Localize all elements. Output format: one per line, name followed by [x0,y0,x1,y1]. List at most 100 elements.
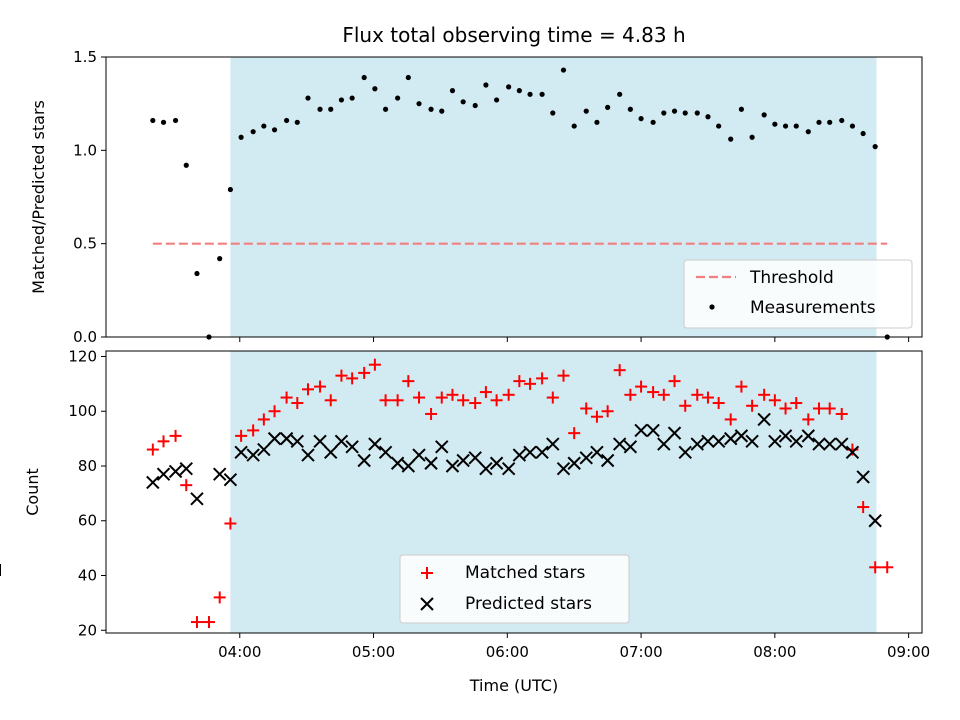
x-axis-label: Time (UTC) [469,676,558,695]
bottom-y-tick-label: 100 [68,402,97,420]
predicted-star-point [168,464,183,479]
predicted-star-point [845,445,860,460]
measurement-point [372,86,378,92]
top-y-tick-label: 0.5 [73,235,97,253]
measurement-point [749,134,755,140]
chart-title: Flux total observing time = 4.83 h [342,23,685,47]
matched-star-point [379,394,392,407]
measurement-point [328,106,334,112]
measurement-point [761,112,767,118]
top-y-tick-label: 1.5 [73,48,97,66]
measurement-point [638,116,644,122]
matched-star-point [536,372,549,385]
matched-star-point [402,375,415,388]
predicted-star-point [257,442,271,457]
bottom-panel: 20 40 60 80 100 120 04:00 05:00 06:00 07:00 08:00 0… [0,347,930,695]
predicted-star-point [424,456,438,470]
legend-matched-swatch [421,567,433,579]
top-y-tick-label: 0.0 [73,328,97,346]
matched-star-point [624,388,637,401]
matched-star-point [635,380,648,393]
measurement-point [283,117,290,124]
matched-star-point [524,377,537,390]
matched-star-point [280,391,293,404]
predicted-star-point [612,437,627,451]
predicted-star-point [590,445,604,460]
bottom-y-tick-label: 80 [78,457,97,475]
measurement-point [160,119,167,125]
measurement-point [338,97,345,103]
predicted-star-point [556,462,571,476]
matched-star-point [213,591,226,604]
predicted-star-point [357,453,371,468]
measurement-point [183,162,189,168]
matched-star-point [324,394,337,407]
predicted-star-point [190,492,204,506]
predicted-star-point [301,448,315,462]
predicted-star-point [634,423,648,438]
matched-star-point [479,386,492,399]
measurement-point [661,110,667,116]
predicted-star-point [623,440,638,454]
predicted-star-point [812,437,826,451]
matched-star-point [701,391,714,404]
x-tick-label: 04:00 [218,643,261,661]
matched-star-point [490,394,503,407]
bottom-legend: Matched stars Predicted stars [399,554,630,624]
matched-star-point [812,402,825,415]
measurement-point [805,129,811,135]
measurement-point [271,127,278,133]
x-tick-label: 05:00 [352,643,395,661]
measurement-point [516,88,522,94]
matched-star-point [724,413,737,426]
predicted-star-point [479,462,493,476]
measurement-point [617,91,623,97]
measurement-point [527,91,533,97]
matched-star-point [413,391,426,404]
measurement-point [793,123,799,129]
predicted-star-point [435,440,449,454]
matched-star-point [802,413,815,426]
matched-star-point [857,501,870,514]
predicted-star-point [279,431,294,446]
measurement-point [860,130,866,137]
measurement-point [839,117,845,124]
matched-star-point [823,402,836,415]
predicted-star-point [856,470,870,484]
bottom-y-tick-label: 40 [78,567,97,585]
matched-star-point [746,399,759,412]
matched-star-point [190,616,203,629]
measurement-point [483,82,489,88]
predicted-star-point [456,453,470,468]
matched-star-point [235,429,248,442]
legend-matched-label: Matched stars [465,563,585,583]
x-tick-label: 09:00 [887,643,930,661]
matched-star-point [668,375,681,388]
predicted-star-point [390,456,405,470]
predicted-star-point [512,448,527,462]
predicted-star-point [768,434,782,449]
top-panel: 0.0 0.5 1.0 1.5 Matched/Predicted stars Thr… [29,48,923,346]
predicted-star-point [345,440,359,454]
measurement-point [827,119,833,125]
measurement-point [716,123,722,129]
predicted-star-point [212,467,227,481]
predicted-star-point [757,412,771,427]
matched-star-point [768,394,781,407]
matched-star-point [469,397,482,410]
predicted-star-point [468,451,482,465]
matched-star-point [881,561,894,574]
matched-star-point [647,386,660,399]
predicted-star-point [734,429,749,443]
top-legend: Threshold Measurements [683,259,913,329]
matched-star-point [513,375,526,388]
measurement-point [728,136,734,142]
matched-star-point [224,517,237,530]
predicted-star-point [179,462,193,476]
legend-threshold-label: Threshold [749,268,834,288]
predicted-star-point [234,445,248,460]
measurement-point [849,123,856,129]
predicted-star-point [334,434,349,449]
matched-star-point [691,388,704,401]
matched-star-point [368,358,381,371]
